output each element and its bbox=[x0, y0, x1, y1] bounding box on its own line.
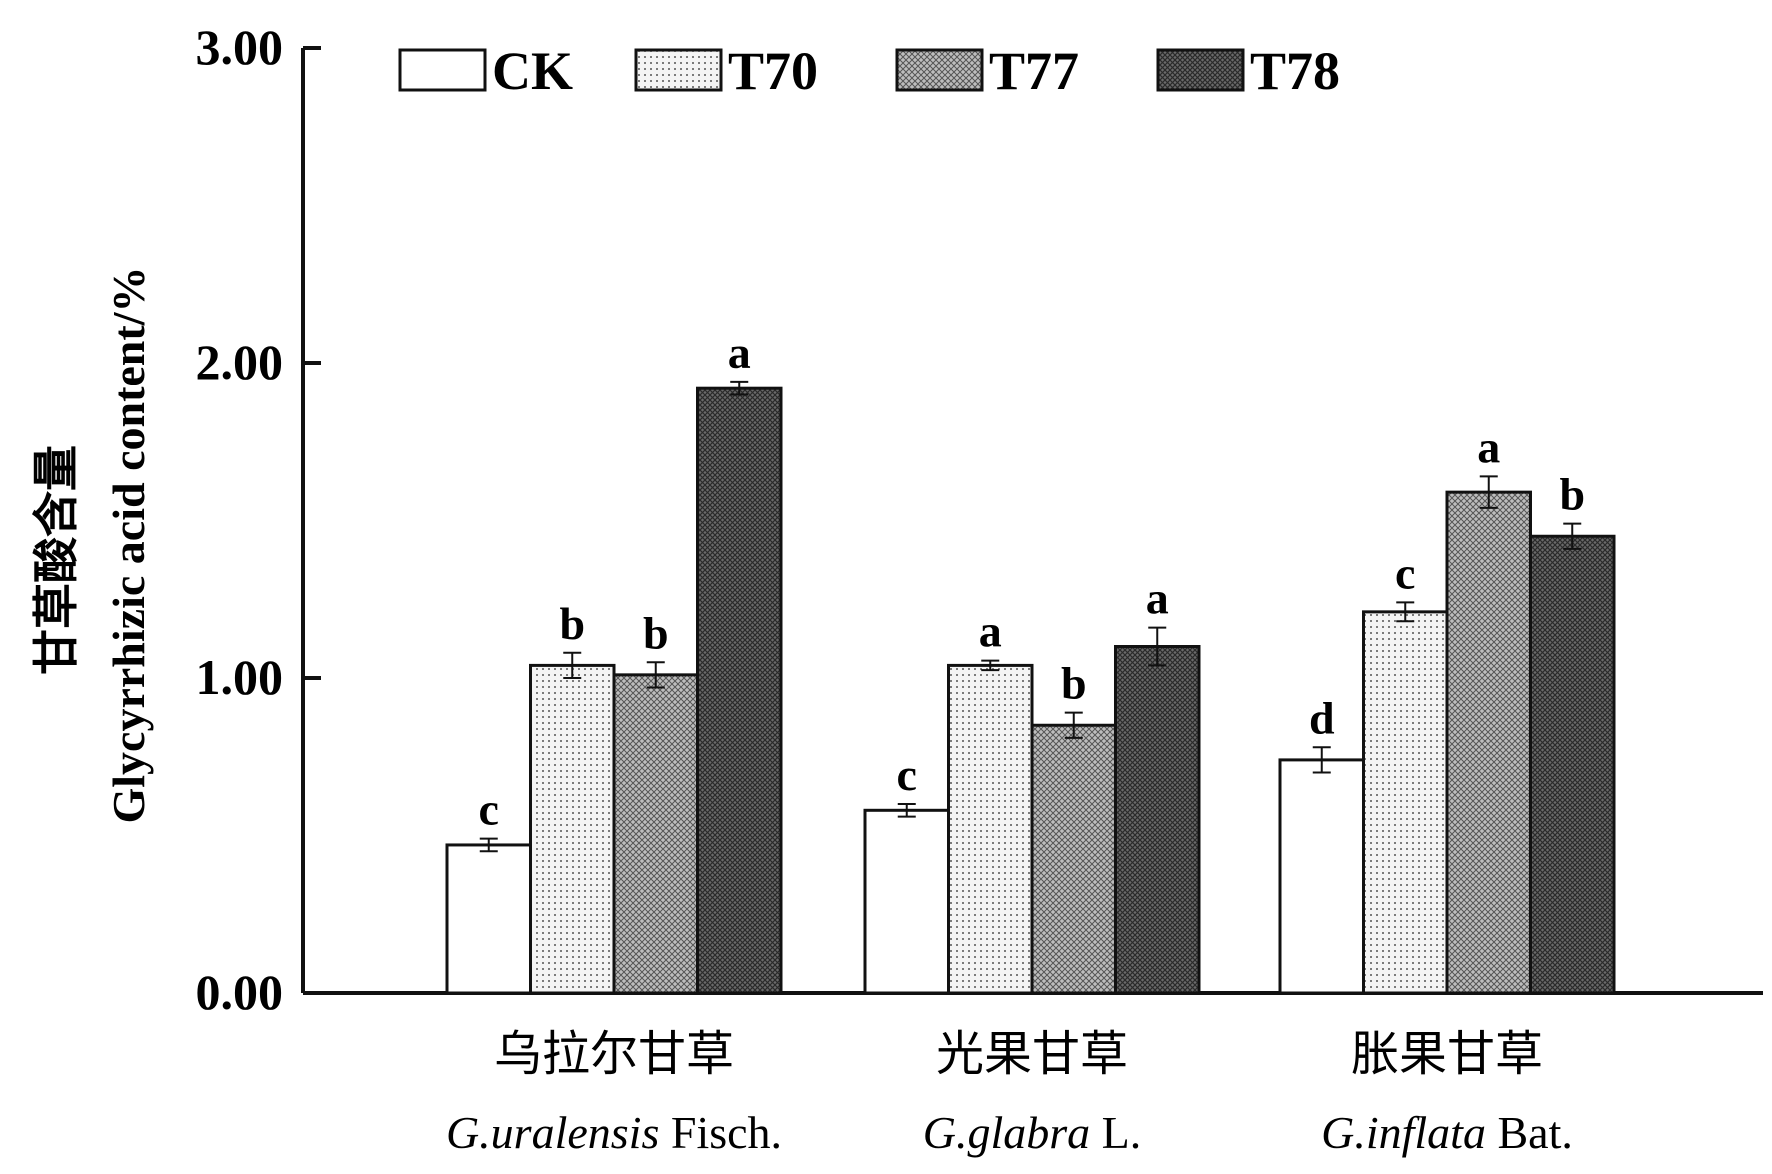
category-label-species: G.inflata Bat. bbox=[1321, 1107, 1573, 1158]
bars: c c d b a c b b a a a b bbox=[445, 327, 1616, 995]
significance-letter: a bbox=[979, 606, 1002, 657]
species-author: Bat. bbox=[1486, 1107, 1573, 1158]
legend-swatch-T70 bbox=[634, 48, 723, 92]
y-tick-label: 0.00 bbox=[196, 964, 284, 1020]
category-label-species: G.glabra L. bbox=[923, 1107, 1142, 1158]
significance-letter: d bbox=[1309, 692, 1335, 743]
bar-T77 bbox=[612, 673, 699, 995]
legend-label-T70: T70 bbox=[728, 41, 818, 101]
y-tick-label: 2.00 bbox=[196, 334, 284, 390]
significance-letter: c bbox=[897, 749, 917, 800]
y-axis-label: Glycyrrhizic acid content/% bbox=[103, 267, 154, 824]
bar-T78 bbox=[696, 386, 783, 995]
significance-letter: b bbox=[643, 607, 669, 658]
significance-letter: c bbox=[1395, 547, 1415, 598]
category-label-species: G.uralensis Fisch. bbox=[446, 1107, 782, 1158]
bar-CK bbox=[863, 808, 950, 995]
category-label-cn: 乌拉尔甘草 bbox=[494, 1026, 734, 1082]
bar-T70 bbox=[529, 663, 616, 995]
species-author: Fisch. bbox=[659, 1107, 782, 1158]
y-axis-label-cn: 甘草酸含量 bbox=[29, 445, 83, 675]
species-author: L. bbox=[1090, 1107, 1141, 1158]
legend-label-T78: T78 bbox=[1250, 41, 1340, 101]
significance-letter: b bbox=[1559, 469, 1585, 520]
significance-letter: a bbox=[1477, 421, 1500, 472]
bar-T77 bbox=[1445, 490, 1532, 995]
bar-T77 bbox=[1030, 723, 1117, 995]
legend-swatch-CK bbox=[398, 48, 487, 92]
bar-CK bbox=[1278, 758, 1365, 995]
legend-swatch-T77 bbox=[895, 48, 984, 92]
bar-T78 bbox=[1114, 645, 1201, 995]
bar-T78 bbox=[1529, 534, 1616, 995]
species-genus: G.glabra bbox=[923, 1107, 1090, 1158]
legend-label-CK: CK bbox=[492, 41, 573, 101]
significance-letter: a bbox=[1146, 573, 1169, 624]
legend-label-T77: T77 bbox=[989, 41, 1079, 101]
category-label-cn: 光果甘草 bbox=[936, 1026, 1128, 1082]
significance-letter: b bbox=[559, 598, 585, 649]
bar-T70 bbox=[947, 663, 1034, 995]
x-categories: 乌拉尔甘草 G.uralensis Fisch. 光果甘草 G.glabra L. 胀果… bbox=[446, 1026, 1573, 1158]
bar-T70 bbox=[1362, 610, 1449, 995]
legend-swatch-T78 bbox=[1156, 48, 1245, 92]
significance-letter: c bbox=[479, 784, 499, 835]
y-tick-label: 1.00 bbox=[196, 649, 284, 705]
species-genus: G.uralensis bbox=[446, 1107, 659, 1158]
bar-CK bbox=[445, 843, 532, 995]
species-genus: G.inflata bbox=[1321, 1107, 1486, 1158]
significance-letter: a bbox=[728, 327, 751, 378]
y-tick-label: 3.00 bbox=[196, 19, 284, 75]
category-label-cn: 胀果甘草 bbox=[1351, 1026, 1543, 1082]
legend: CK T70 T77 T78 bbox=[398, 41, 1340, 101]
significance-letter: b bbox=[1061, 658, 1087, 709]
